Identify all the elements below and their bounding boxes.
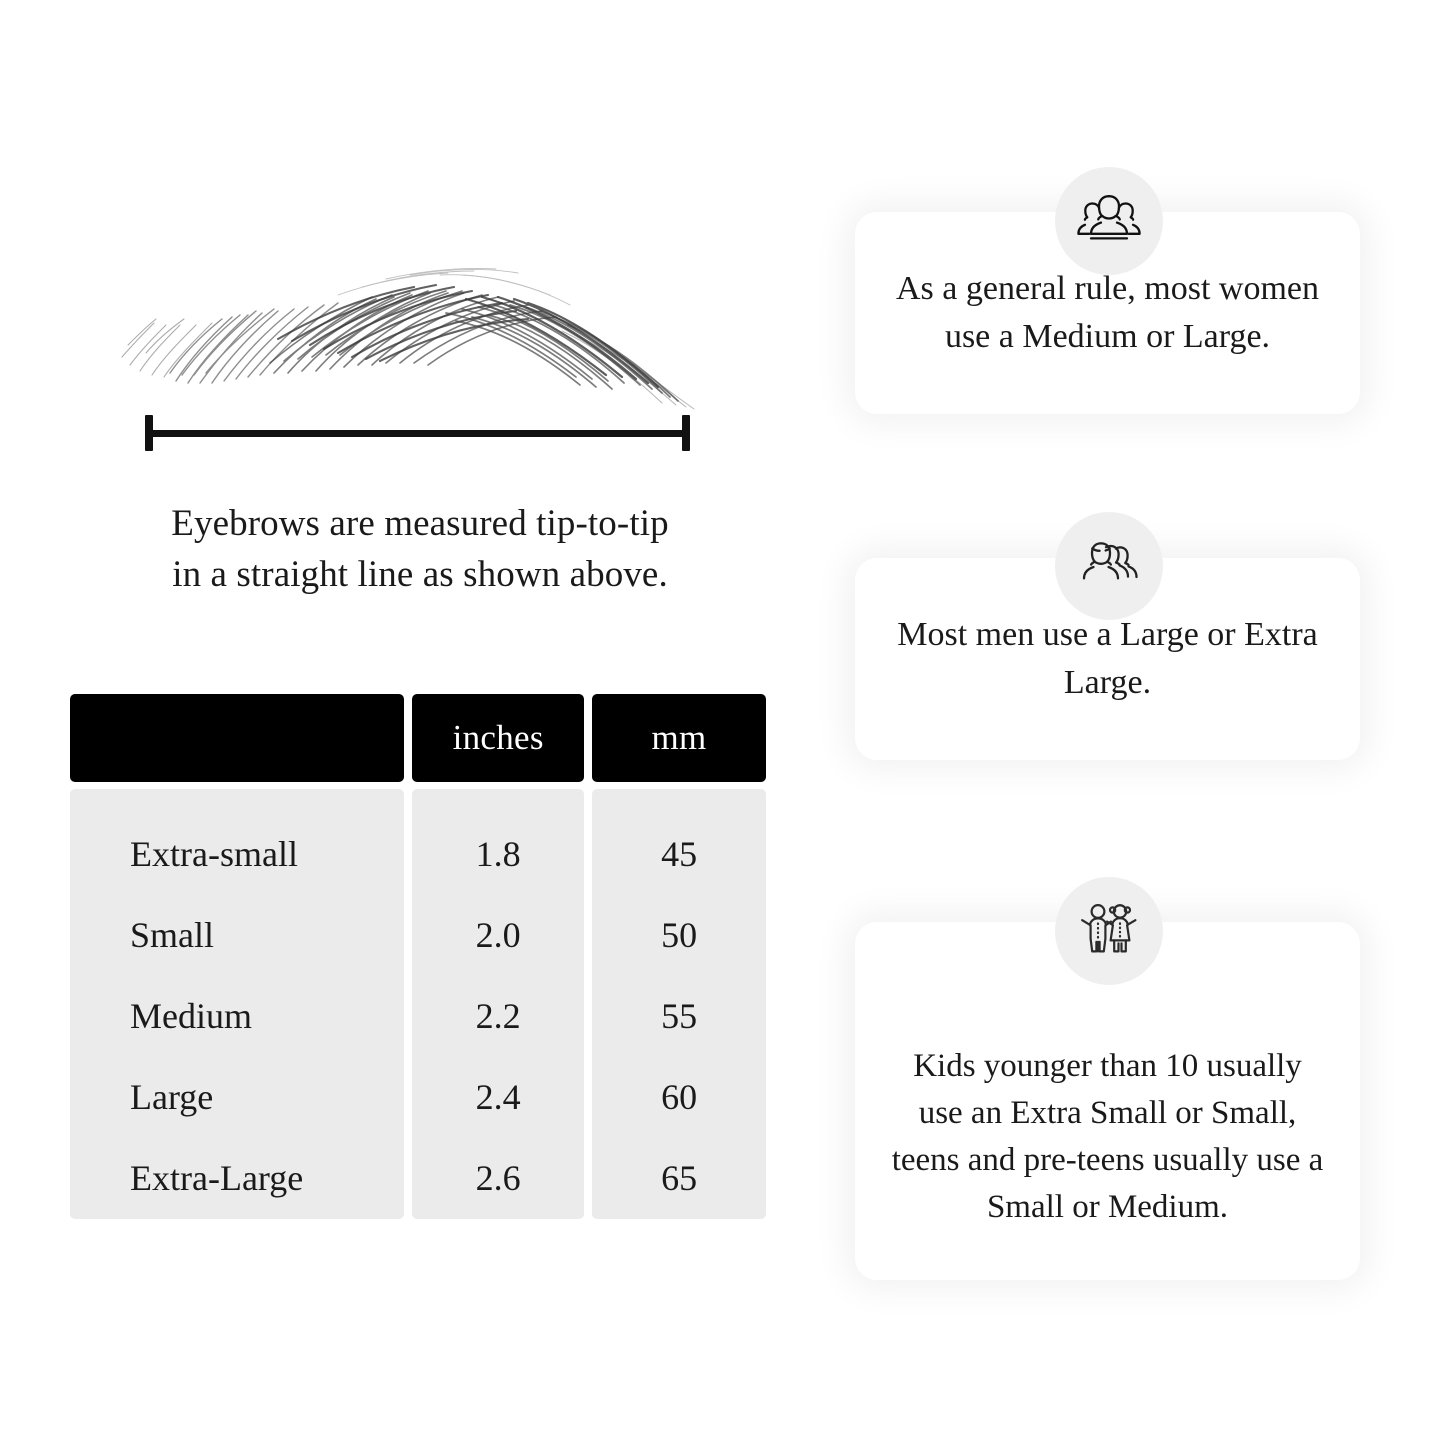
left-panel: Eyebrows are measured tip-to-tip in a st… xyxy=(70,225,770,1219)
table-cell-mm: 55 xyxy=(661,995,698,1036)
table-cell-mm: 50 xyxy=(661,914,698,955)
men-group-icon xyxy=(1055,512,1163,620)
table-header-row: inches mm xyxy=(70,694,766,782)
table-cell-mm: 45 xyxy=(661,833,698,874)
two-children-icon xyxy=(1055,877,1163,985)
measurement-cap-left xyxy=(145,415,153,451)
table-cell-inches: 2.4 xyxy=(475,1076,521,1117)
tip-card-women-text: As a general rule, most women use a Medi… xyxy=(896,269,1319,355)
eyebrow-illustration xyxy=(110,225,730,410)
table-cell-mm: 65 xyxy=(661,1157,698,1198)
caption-line-2: in a straight line as shown above. xyxy=(172,554,668,596)
table-cell-inches: 2.0 xyxy=(475,914,521,955)
table-column-size: Extra-small Small Medium Large Extra-Lar… xyxy=(70,789,405,1219)
tip-card-kids-text: Kids younger than 10 usually use an Extr… xyxy=(891,1048,1324,1225)
table-column-inches: 1.8 2.0 2.2 2.4 2.6 xyxy=(412,789,585,1219)
column-header-size xyxy=(70,694,405,782)
table-cell-mm: 60 xyxy=(661,1076,698,1117)
table-cell-size: Extra-Large xyxy=(130,1157,304,1198)
tip-card-kids: Kids younger than 10 usually use an Extr… xyxy=(855,922,1360,1280)
measurement-cap-right xyxy=(682,415,690,451)
size-chart-table: inches mm Extra-small Small Medium Large… xyxy=(70,694,766,1219)
figure-caption: Eyebrows are measured tip-to-tip in a st… xyxy=(70,498,770,600)
table-cell-size: Extra-small xyxy=(130,833,298,874)
measurement-line xyxy=(145,430,690,437)
measurement-bar-icon xyxy=(145,415,690,451)
table-cell-size: Large xyxy=(130,1076,214,1117)
table-body: Extra-small Small Medium Large Extra-Lar… xyxy=(70,789,766,1219)
table-cell-size: Medium xyxy=(130,995,252,1036)
table-cell-inches: 2.6 xyxy=(475,1157,521,1198)
column-header-inches: inches xyxy=(412,694,585,782)
column-header-mm: mm xyxy=(592,694,766,782)
table-column-mm: 45 50 55 60 65 xyxy=(592,789,766,1219)
table-cell-inches: 1.8 xyxy=(475,833,521,874)
table-cell-size: Small xyxy=(130,914,215,955)
tips-panel: As a general rule, most women use a Medi… xyxy=(800,0,1445,1445)
caption-line-1: Eyebrows are measured tip-to-tip xyxy=(171,503,669,544)
table-cell-inches: 2.2 xyxy=(475,995,521,1036)
tip-card-men-text: Most men use a Large or Extra Large. xyxy=(897,615,1318,701)
women-group-icon xyxy=(1055,167,1163,275)
